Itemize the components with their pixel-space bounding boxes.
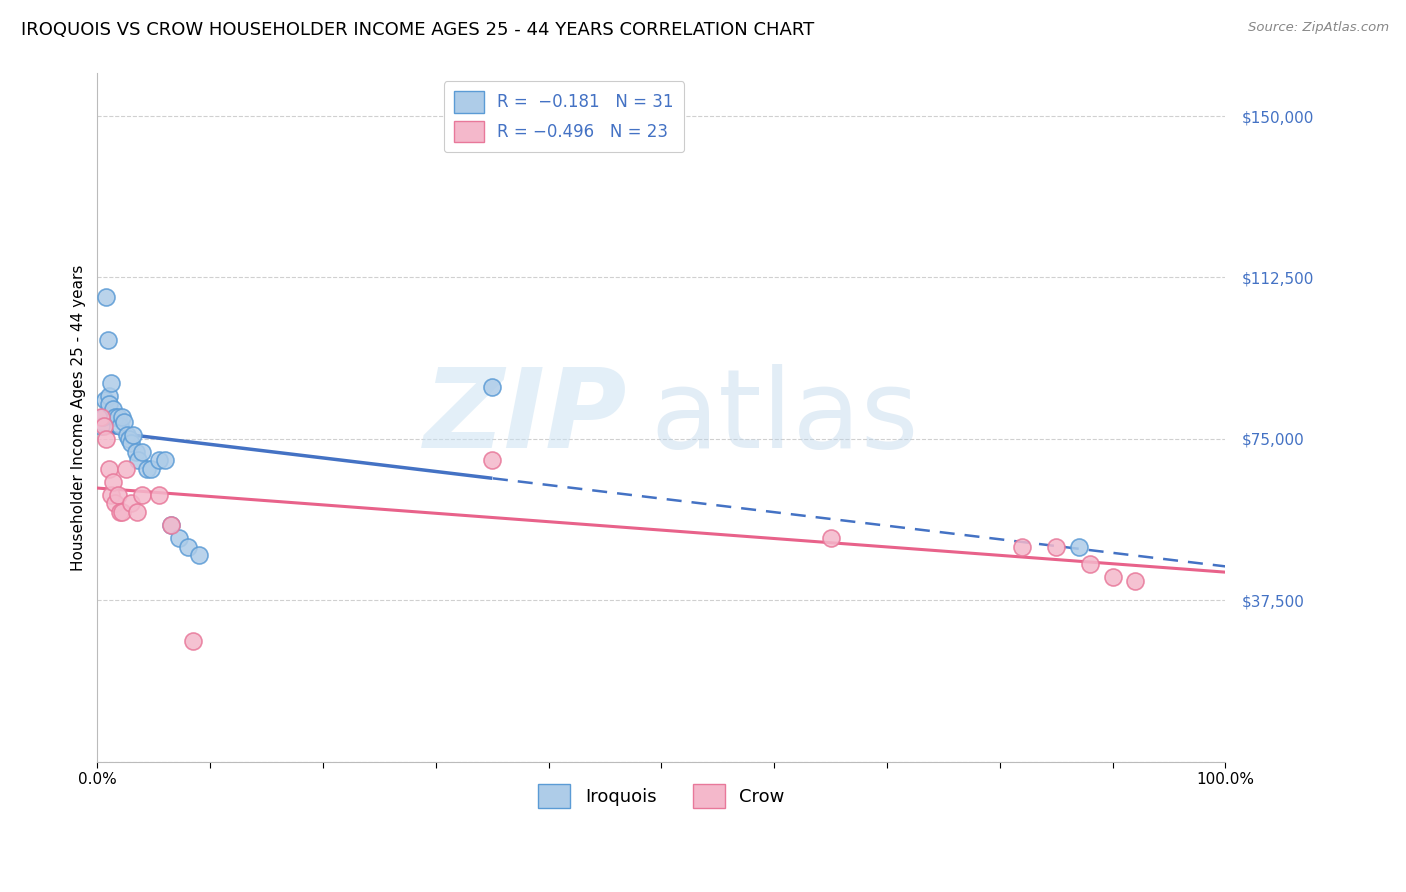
Point bbox=[176, 540, 198, 554]
Point bbox=[96, 290, 118, 304]
Point bbox=[115, 427, 138, 442]
Point bbox=[112, 415, 135, 429]
Point bbox=[125, 445, 148, 459]
Point bbox=[131, 488, 153, 502]
Text: atlas: atlas bbox=[650, 364, 918, 471]
Point bbox=[96, 333, 118, 347]
Point bbox=[153, 453, 176, 467]
Point bbox=[120, 496, 142, 510]
Point bbox=[141, 462, 163, 476]
Point bbox=[97, 389, 120, 403]
Point bbox=[120, 436, 142, 450]
Point bbox=[108, 505, 131, 519]
Point bbox=[1011, 540, 1033, 554]
Y-axis label: Householder Income Ages 25 - 44 years: Householder Income Ages 25 - 44 years bbox=[72, 264, 86, 571]
Point bbox=[107, 410, 129, 425]
Point bbox=[127, 453, 149, 467]
Text: IROQUOIS VS CROW HOUSEHOLDER INCOME AGES 25 - 44 YEARS CORRELATION CHART: IROQUOIS VS CROW HOUSEHOLDER INCOME AGES… bbox=[21, 21, 814, 39]
Point bbox=[97, 462, 120, 476]
Point bbox=[481, 380, 503, 394]
Point bbox=[1123, 574, 1146, 588]
Text: Source: ZipAtlas.com: Source: ZipAtlas.com bbox=[1249, 21, 1389, 35]
Point bbox=[108, 419, 131, 434]
Point bbox=[187, 548, 209, 562]
Point bbox=[159, 518, 181, 533]
Point bbox=[101, 475, 124, 489]
Point bbox=[159, 518, 181, 533]
Point bbox=[96, 432, 118, 446]
Point bbox=[100, 488, 122, 502]
Point bbox=[1078, 557, 1101, 571]
Point bbox=[100, 376, 122, 390]
Point bbox=[111, 505, 134, 519]
Point bbox=[131, 445, 153, 459]
Point bbox=[1067, 540, 1090, 554]
Point bbox=[91, 410, 114, 425]
Legend: Iroquois, Crow: Iroquois, Crow bbox=[530, 777, 792, 814]
Point bbox=[111, 410, 134, 425]
Point bbox=[90, 410, 112, 425]
Point bbox=[481, 453, 503, 467]
Point bbox=[104, 496, 127, 510]
Point bbox=[97, 397, 120, 411]
Point bbox=[90, 419, 112, 434]
Point bbox=[1101, 569, 1123, 583]
Point bbox=[148, 488, 170, 502]
Point bbox=[118, 432, 141, 446]
Point bbox=[181, 634, 204, 648]
Point bbox=[104, 410, 127, 425]
Point bbox=[167, 531, 190, 545]
Point bbox=[1045, 540, 1067, 554]
Point bbox=[122, 427, 145, 442]
Text: ZIP: ZIP bbox=[425, 364, 627, 471]
Point bbox=[125, 505, 148, 519]
Point bbox=[107, 488, 129, 502]
Point bbox=[114, 462, 136, 476]
Point bbox=[136, 462, 159, 476]
Point bbox=[94, 393, 117, 408]
Point bbox=[148, 453, 170, 467]
Point bbox=[101, 401, 124, 416]
Point bbox=[93, 419, 115, 434]
Point bbox=[820, 531, 842, 545]
